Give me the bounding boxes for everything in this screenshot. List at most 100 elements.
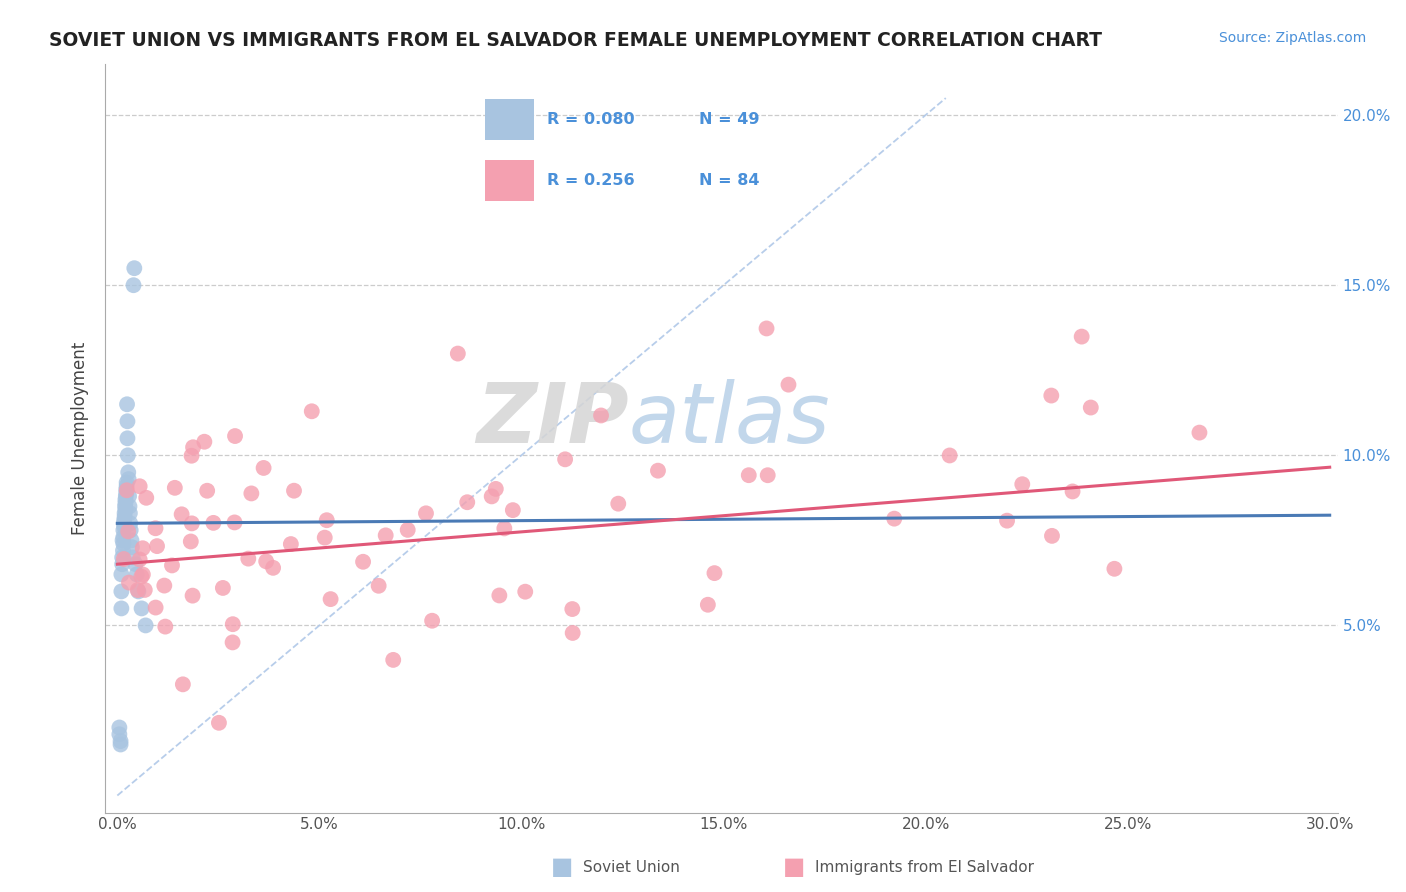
Text: ■: ■ — [783, 855, 806, 879]
Point — [755, 321, 778, 335]
Point — [127, 584, 149, 599]
Point — [319, 592, 342, 607]
Point — [367, 579, 389, 593]
Point — [114, 506, 136, 520]
Point — [1040, 388, 1063, 402]
Point — [240, 486, 263, 500]
Point — [128, 552, 150, 566]
Point — [1040, 529, 1063, 543]
Point — [238, 551, 260, 566]
Text: Immigrants from El Salvador: Immigrants from El Salvador — [815, 860, 1035, 874]
Point — [117, 448, 139, 462]
Point — [118, 575, 141, 590]
Point — [1104, 562, 1126, 576]
Point — [115, 483, 138, 498]
Point — [131, 569, 153, 583]
Point — [115, 483, 138, 497]
Point — [485, 482, 508, 496]
Point — [396, 523, 419, 537]
Point — [193, 434, 215, 449]
Point — [283, 483, 305, 498]
Point — [108, 727, 131, 741]
Point — [488, 589, 510, 603]
Point — [561, 626, 583, 640]
Point — [131, 541, 153, 556]
Point — [112, 513, 135, 527]
Point — [195, 483, 218, 498]
Point — [1070, 329, 1092, 343]
Point — [647, 464, 669, 478]
Point — [756, 468, 779, 483]
Point — [117, 524, 139, 539]
Point — [112, 516, 135, 531]
Point — [112, 523, 135, 537]
Point — [114, 489, 136, 503]
Point — [494, 521, 516, 535]
Point — [117, 466, 139, 480]
Point — [212, 581, 235, 595]
Point — [607, 497, 630, 511]
Point — [124, 557, 146, 571]
Point — [703, 566, 725, 581]
Point — [125, 567, 148, 582]
Point — [181, 440, 204, 454]
Point — [121, 533, 143, 548]
Text: ■: ■ — [551, 855, 574, 879]
Point — [481, 489, 503, 503]
Point — [111, 557, 134, 571]
Point — [121, 550, 143, 565]
Point — [112, 520, 135, 534]
Point — [502, 503, 524, 517]
Point — [115, 485, 138, 500]
Point — [120, 523, 142, 537]
Point — [180, 449, 202, 463]
Point — [382, 653, 405, 667]
Point — [315, 513, 337, 527]
Point — [110, 601, 132, 615]
Point — [117, 431, 139, 445]
Point — [111, 543, 134, 558]
Point — [114, 502, 136, 516]
Point — [561, 602, 583, 616]
Point — [114, 509, 136, 524]
Point — [224, 516, 246, 530]
Point — [115, 475, 138, 490]
Point — [221, 635, 243, 649]
Point — [738, 468, 761, 483]
Text: atlas: atlas — [628, 379, 831, 460]
Point — [118, 489, 141, 503]
Point — [280, 537, 302, 551]
Point — [374, 528, 396, 542]
Point — [145, 521, 167, 535]
Point — [131, 601, 153, 615]
Point — [110, 734, 132, 748]
Point — [995, 514, 1018, 528]
Point — [352, 555, 374, 569]
Point — [554, 452, 576, 467]
Text: Soviet Union: Soviet Union — [583, 860, 681, 874]
Point — [254, 554, 277, 568]
Point — [132, 567, 155, 582]
Point — [135, 618, 157, 632]
Point — [110, 738, 132, 752]
Point — [146, 539, 169, 553]
Point — [262, 561, 284, 575]
Point — [778, 377, 800, 392]
Point — [160, 558, 183, 573]
Point — [118, 472, 141, 486]
Point — [110, 584, 132, 599]
Point — [112, 552, 135, 566]
Text: ZIP: ZIP — [477, 379, 628, 460]
Point — [224, 429, 246, 443]
Text: SOVIET UNION VS IMMIGRANTS FROM EL SALVADOR FEMALE UNEMPLOYMENT CORRELATION CHAR: SOVIET UNION VS IMMIGRANTS FROM EL SALVA… — [49, 31, 1102, 50]
Point — [115, 479, 138, 493]
Point — [120, 516, 142, 531]
Point — [314, 531, 336, 545]
Point — [447, 346, 470, 360]
Point — [515, 584, 537, 599]
Point — [128, 479, 150, 493]
Point — [938, 449, 960, 463]
Point — [111, 533, 134, 548]
Point — [208, 715, 231, 730]
Point — [124, 261, 146, 276]
